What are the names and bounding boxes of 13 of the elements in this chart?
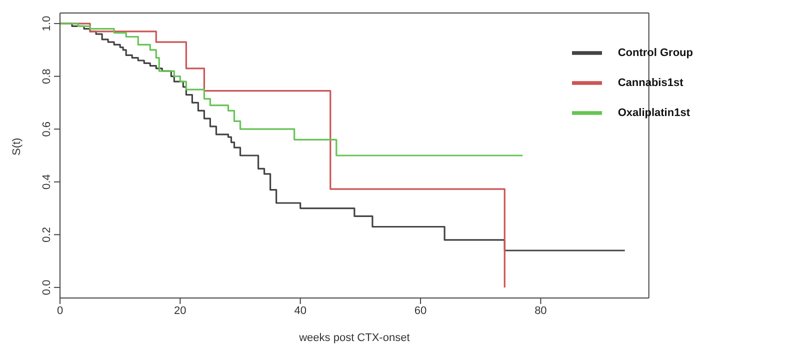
y-tick-label: 0.2 — [41, 227, 53, 242]
x-tick-label: 0 — [56, 304, 64, 317]
y-tick-label: 1.0 — [41, 16, 53, 32]
y-tick-label: 0.8 — [41, 68, 53, 84]
x-tick-label: 40 — [294, 304, 306, 317]
y-tick-label: 0.0 — [41, 280, 53, 296]
x-tick-label: 80 — [534, 304, 547, 317]
x-tick-label: 60 — [414, 304, 427, 317]
y-tick-label: 0.6 — [41, 121, 53, 137]
y-tick-label: 0.4 — [41, 174, 53, 190]
x-tick-label: 20 — [174, 304, 186, 317]
x-axis-title: weeks post CTX-onset — [298, 332, 410, 344]
y-axis-title: S(t) — [10, 138, 23, 156]
